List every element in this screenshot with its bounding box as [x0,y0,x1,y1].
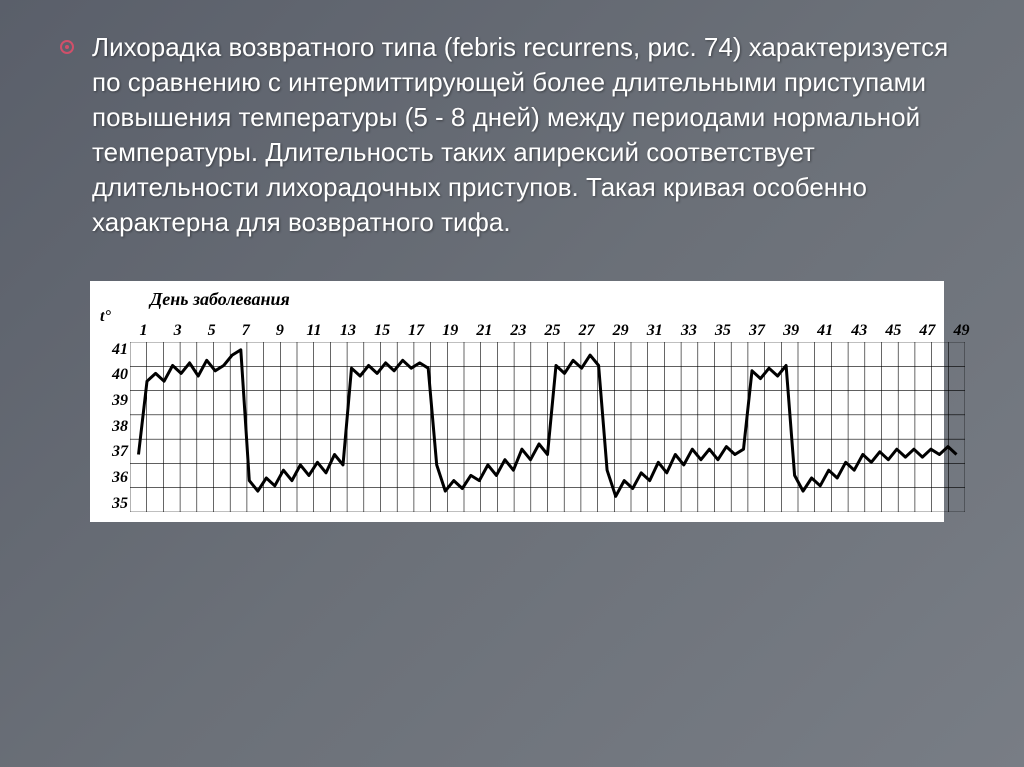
x-tick-label: 13 [340,322,356,340]
x-tick-label: 7 [242,322,250,340]
x-tick-label: 21 [476,322,492,340]
x-tick-label: 43 [851,322,867,340]
x-tick-label: 45 [885,322,901,340]
y-axis-unit: t° [100,308,111,326]
x-axis-labels: 1357911131517192123252729313335373941434… [135,322,970,340]
x-tick-label: 9 [276,322,284,340]
y-tick-label: 37 [100,444,128,460]
chart-svg [130,342,965,512]
chart-title: День заболевания [150,289,934,310]
y-tick-label: 39 [100,393,128,409]
x-tick-label: 31 [647,322,663,340]
fever-chart: День заболевания t° 41403938373635 13579… [90,281,944,522]
x-tick-label: 49 [953,322,969,340]
y-tick-label: 41 [100,342,128,358]
x-tick-label: 25 [545,322,561,340]
x-tick-label: 27 [579,322,595,340]
x-tick-label: 39 [783,322,799,340]
x-tick-label: 29 [613,322,629,340]
slide: Лихорадка возвратного типа (febris recur… [0,0,1024,767]
x-tick-label: 17 [408,322,424,340]
y-axis-labels: 41 40 39 38 37 36 35 [100,342,128,512]
y-tick-label: 38 [100,419,128,435]
x-tick-label: 37 [749,322,765,340]
y-tick-label: 36 [100,470,128,486]
x-tick-label: 47 [919,322,935,340]
x-tick-label: 1 [140,322,148,340]
text-block: Лихорадка возвратного типа (febris recur… [60,30,974,241]
x-tick-label: 3 [174,322,182,340]
paragraph: Лихорадка возвратного типа (febris recur… [92,30,974,241]
x-tick-label: 33 [681,322,697,340]
x-tick-label: 35 [715,322,731,340]
x-tick-label: 11 [306,322,321,340]
x-tick-label: 5 [208,322,216,340]
x-tick-label: 23 [510,322,526,340]
x-tick-label: 15 [374,322,390,340]
x-tick-label: 19 [442,322,458,340]
y-tick-label: 40 [100,367,128,383]
bullet-icon [60,40,74,54]
x-tick-label: 41 [817,322,833,340]
chart-area: t° 41403938373635 1357911131517192123252… [100,312,970,512]
y-tick-label: 35 [100,496,128,512]
